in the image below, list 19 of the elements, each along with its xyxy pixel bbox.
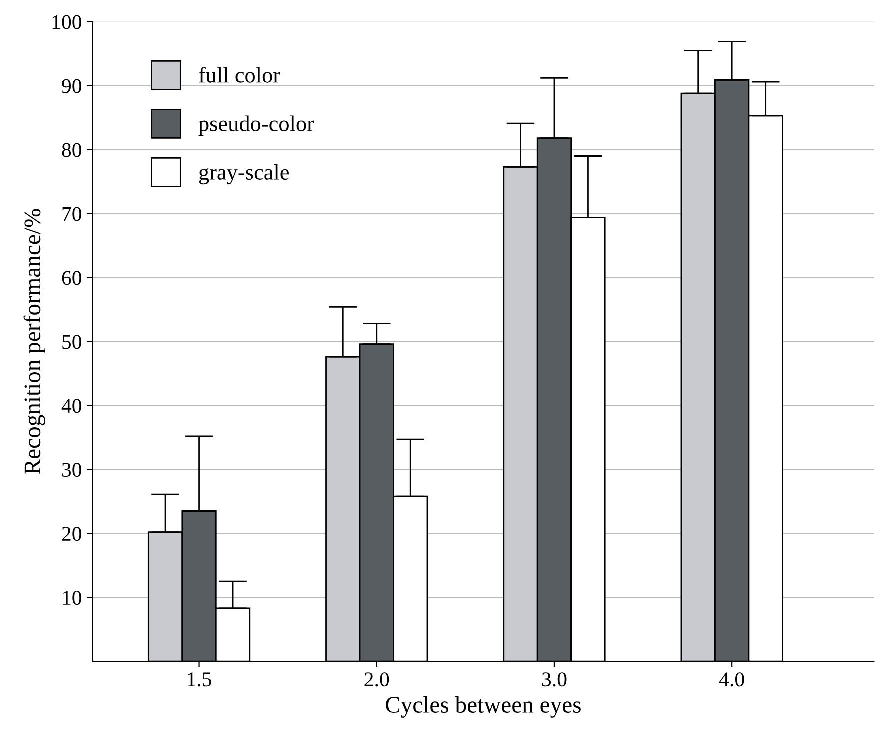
y-tick-label: 60 bbox=[62, 271, 82, 286]
y-tick-label: 90 bbox=[62, 79, 82, 94]
y-tick-label: 70 bbox=[62, 207, 82, 222]
legend-label: gray-scale bbox=[199, 164, 289, 185]
y-tick-label: 40 bbox=[62, 399, 82, 414]
y-tick-label: 80 bbox=[62, 143, 82, 158]
y-tick-label: 50 bbox=[62, 335, 82, 350]
x-tick-label: 4.0 bbox=[719, 672, 744, 687]
x-tick-label: 3.0 bbox=[542, 672, 567, 687]
legend-label: full color bbox=[199, 67, 280, 83]
y-tick-label: 30 bbox=[62, 463, 82, 478]
y-tick-label: 20 bbox=[62, 527, 82, 542]
x-tick-label: 1.5 bbox=[188, 672, 212, 687]
x-tick-label: 2.0 bbox=[364, 672, 390, 687]
legend-label: pseudo-color bbox=[198, 116, 314, 136]
y-axis-title: Recognition performance/% bbox=[24, 209, 46, 474]
y-tick-label: 10 bbox=[63, 590, 82, 606]
y-tick-label: 100 bbox=[52, 15, 82, 30]
x-axis-title: Cycles between eyes bbox=[386, 696, 581, 718]
